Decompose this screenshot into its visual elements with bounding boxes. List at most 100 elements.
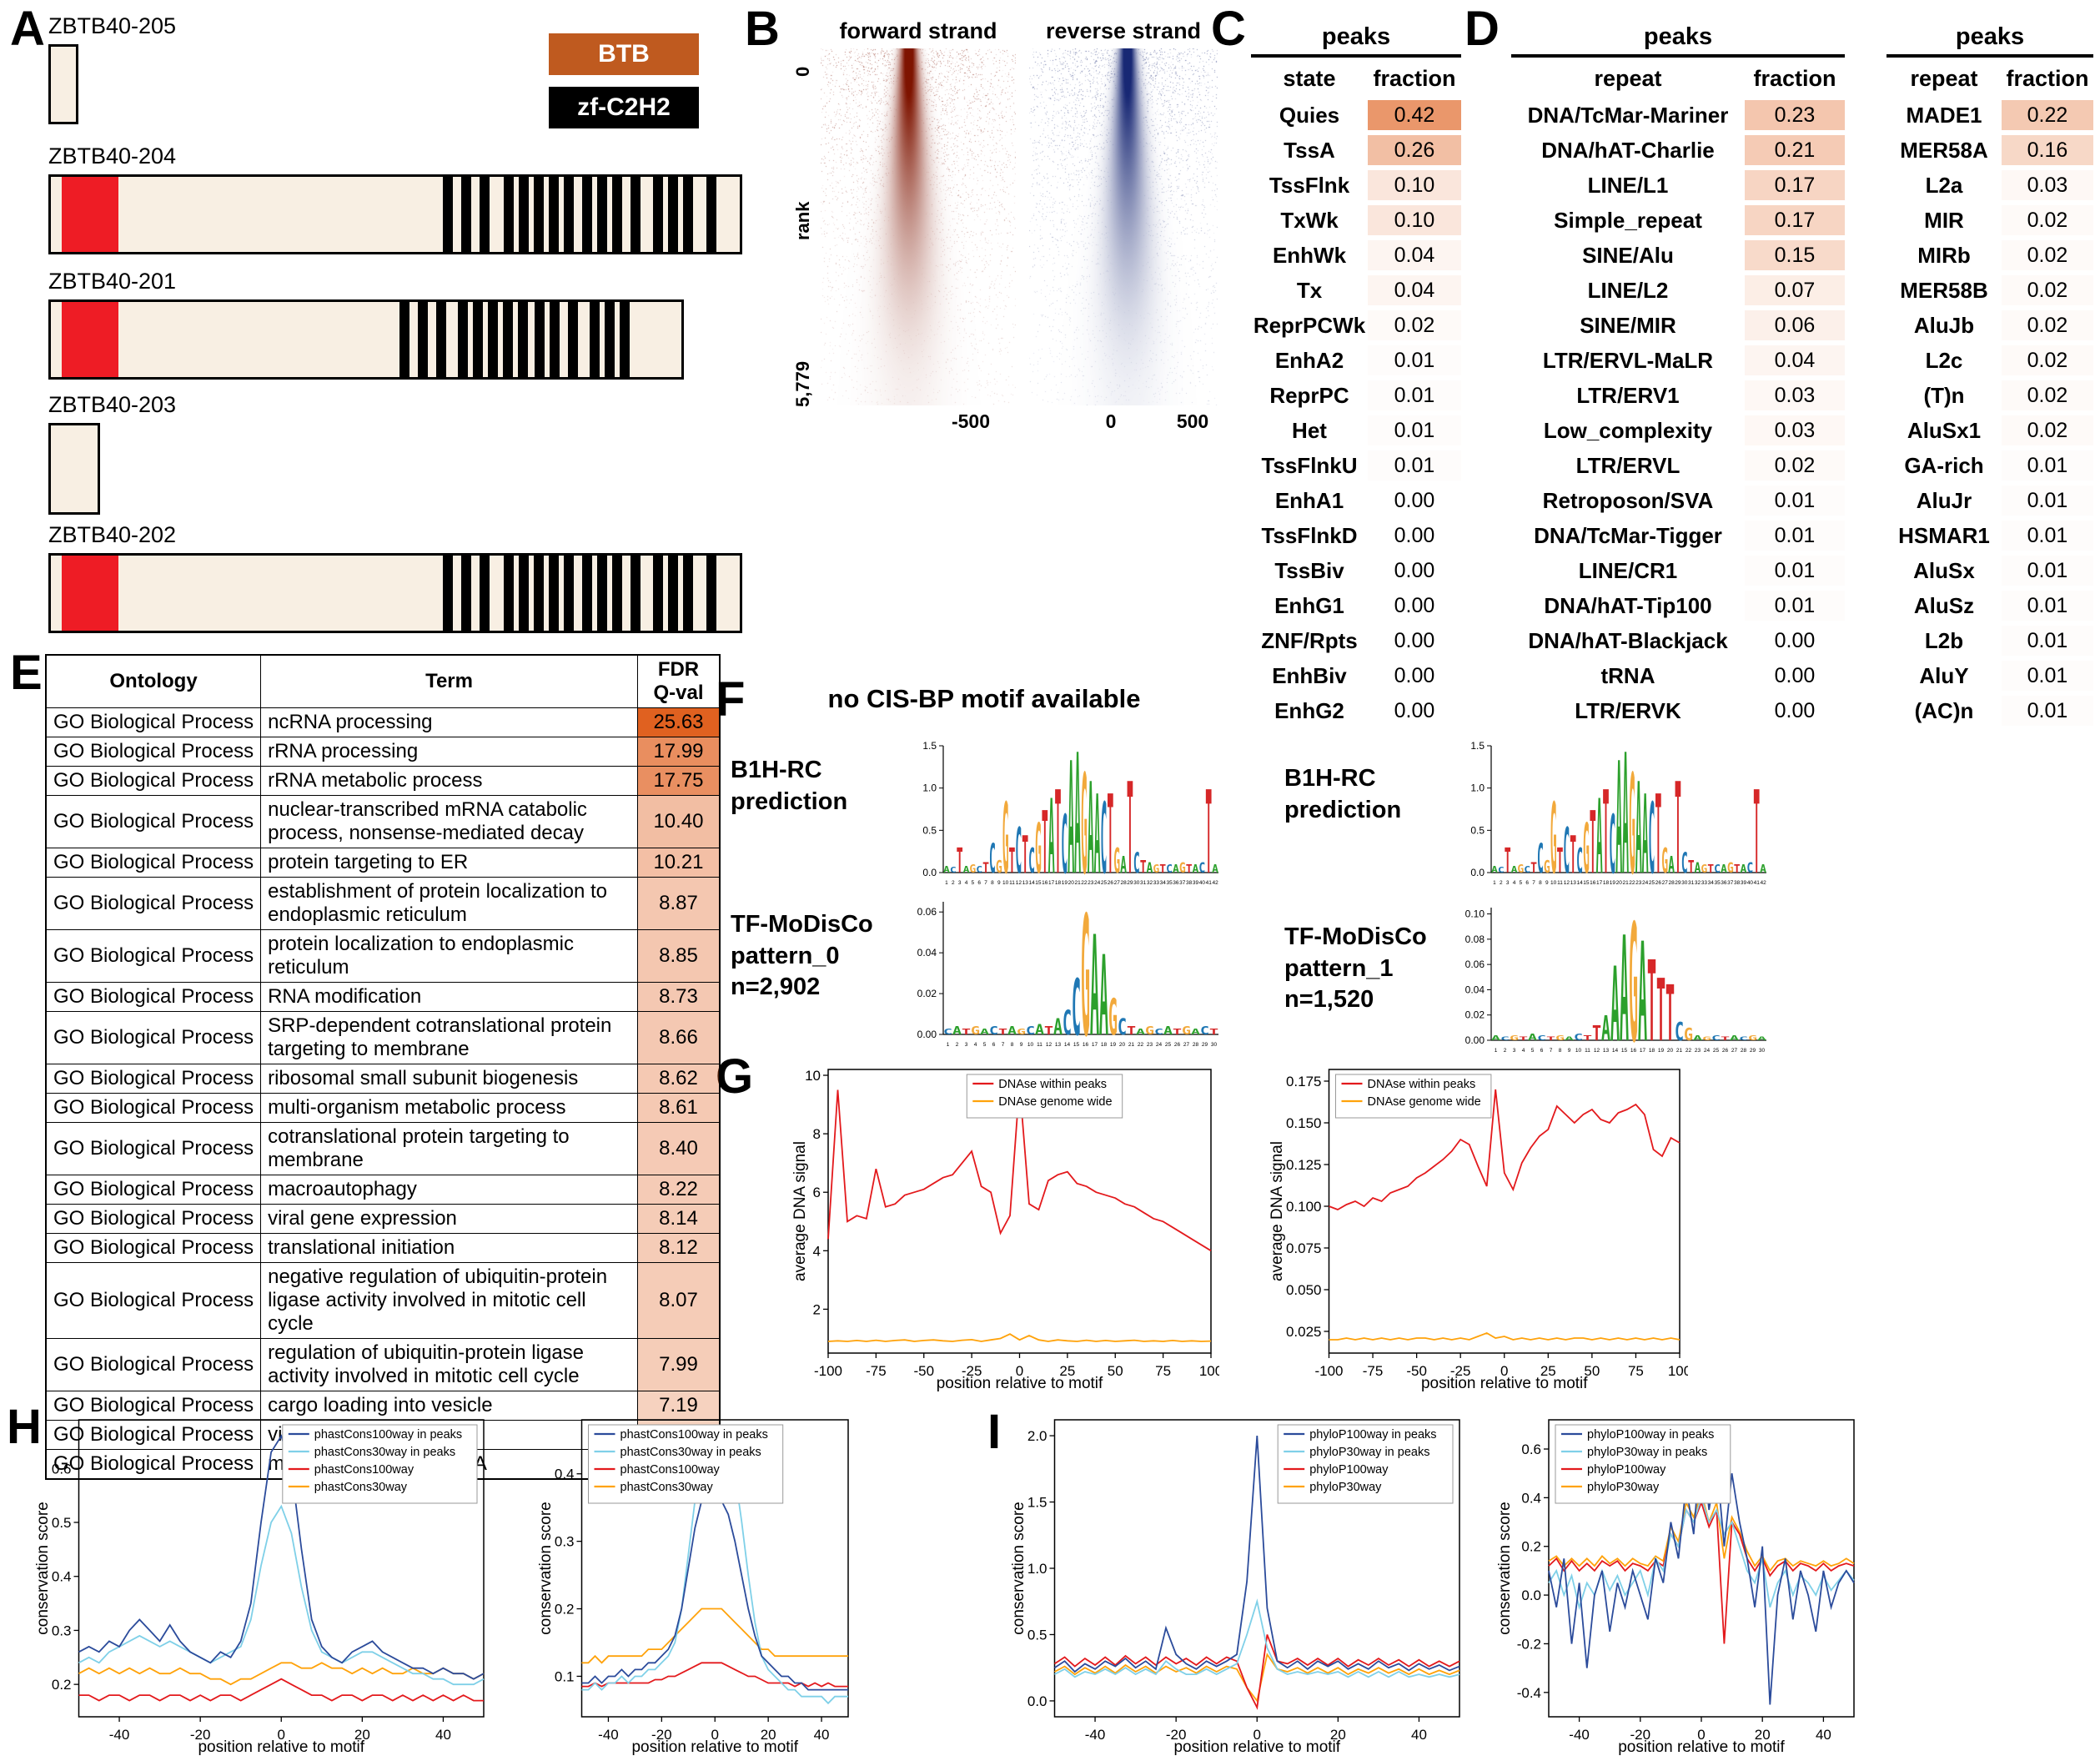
logo-letter: C bbox=[1675, 1017, 1684, 1046]
logo-letter: A bbox=[1120, 853, 1127, 879]
logo-letter: G bbox=[1684, 1024, 1693, 1044]
x-tick-label: 10 bbox=[1027, 1042, 1034, 1048]
series-line bbox=[78, 1504, 485, 1686]
table-row: GO Biological Process nuclear-transcribed… bbox=[45, 795, 721, 848]
x-tick-label: -40 bbox=[1085, 1727, 1106, 1743]
logo-letter: T bbox=[1583, 1034, 1592, 1042]
x-tick-label: 3 bbox=[1513, 1048, 1516, 1054]
y-axis-label: conservation score bbox=[538, 1502, 555, 1634]
logo-letter: A bbox=[1491, 864, 1499, 875]
zf-c2h2-domain-legend: zf-C2H2 bbox=[549, 87, 699, 128]
ontology-cell: GO Biological Process bbox=[45, 1449, 262, 1480]
x-tick-label: 75 bbox=[1155, 1363, 1171, 1379]
legend-label: phastCons30way in peaks bbox=[620, 1446, 761, 1459]
x-tick-label: 26 bbox=[1174, 1042, 1181, 1048]
peaks-title: peaks bbox=[1511, 23, 1845, 58]
x-tick-label: 40 bbox=[1747, 880, 1754, 886]
row-label: LTR/ERVK bbox=[1575, 697, 1681, 723]
logo-letter: T bbox=[962, 1027, 971, 1036]
phastcons-chart-right: 0.1 0.2 0.3 0.4 -40 -20 0 20 40 position relative… bbox=[537, 1411, 857, 1757]
modisco-pattern0-label: TF-MoDisCo pattern_0 n=2,902 bbox=[731, 909, 873, 1004]
term-cell: cotranslational protein targeting to mem… bbox=[260, 1122, 638, 1175]
logo-letter: A bbox=[1693, 1034, 1703, 1042]
logo-letter: G bbox=[1555, 1034, 1565, 1042]
y-tick-label: 2 bbox=[813, 1301, 821, 1317]
logo-letter: T bbox=[1546, 1036, 1555, 1042]
logo-letter: T bbox=[1505, 843, 1511, 882]
row-value: 0.01 bbox=[2027, 699, 2068, 722]
zf-c2h2-domain bbox=[612, 556, 622, 631]
logo-letter: A bbox=[1035, 1023, 1045, 1039]
x-tick-label: 14 bbox=[1028, 880, 1035, 886]
row-label: LTR/ERVL-MaLR bbox=[1542, 347, 1714, 373]
table-row: EnhA1 0.00 bbox=[1251, 483, 1461, 518]
y-tick-label: 0.2 bbox=[555, 1602, 575, 1618]
logo-letter: T bbox=[1647, 938, 1656, 1057]
table-row: TssBiv 0.00 bbox=[1251, 553, 1461, 588]
table-row: TssFlnkU 0.01 bbox=[1251, 448, 1461, 483]
ontology-cell: GO Biological Process bbox=[45, 1338, 262, 1391]
table-row: SINE/MIR 0.06 bbox=[1511, 308, 1845, 343]
x-tick-label: 37 bbox=[1179, 880, 1186, 886]
row-value: 0.01 bbox=[2027, 559, 2068, 582]
x-tick-label: 26 bbox=[1108, 880, 1114, 886]
x-tick-label: 25 bbox=[1059, 1363, 1075, 1379]
x-tick-label: 12 bbox=[1046, 1042, 1053, 1048]
x-tick-label: 11 bbox=[1009, 880, 1015, 886]
logo-letter: C bbox=[976, 864, 982, 875]
table-row: LTR/ERV1 0.03 bbox=[1511, 378, 1845, 413]
x-tick-label: 29 bbox=[1675, 880, 1681, 886]
zf-c2h2-domain bbox=[605, 302, 615, 377]
x-tick-label: 26 bbox=[1655, 880, 1662, 886]
term-cell: multi-organism metabolic process bbox=[260, 1093, 638, 1123]
logo-letter: T bbox=[1519, 1036, 1528, 1042]
x-tick-label: 40 bbox=[1199, 880, 1206, 886]
x-tick-label: 19 bbox=[1062, 880, 1068, 886]
logo-letter: G bbox=[1517, 863, 1524, 876]
row-value: 0.01 bbox=[1394, 419, 1435, 442]
fdr-qval-cell: 8.62 bbox=[636, 1064, 721, 1094]
logo-letter: A bbox=[1635, 757, 1642, 889]
logo-letter: A bbox=[1094, 772, 1101, 889]
logo-letter: A bbox=[1620, 907, 1629, 1057]
y-tick-label: 0.10 bbox=[1465, 908, 1485, 920]
row-value: 0.00 bbox=[1394, 664, 1435, 687]
row-label: Simple_repeat bbox=[1554, 207, 1702, 233]
row-label: tRNA bbox=[1600, 662, 1655, 688]
logo-letter: A bbox=[1760, 863, 1766, 876]
y-axis-label: conservation score bbox=[1497, 1502, 1514, 1634]
x-tick-label: 4 bbox=[965, 880, 968, 886]
x-tick-label: 14 bbox=[1064, 1042, 1071, 1048]
y-tick-label: 0.4 bbox=[555, 1467, 575, 1482]
logo-letter: G bbox=[1550, 782, 1557, 889]
logo-letter: A bbox=[1528, 1033, 1537, 1043]
row-value: 0.02 bbox=[2002, 205, 2093, 235]
logo-letter: A bbox=[1147, 860, 1153, 877]
x-tick-label: 16 bbox=[1042, 880, 1048, 886]
x-tick-label: 19 bbox=[1110, 1042, 1117, 1048]
column-header: FDR Q-val bbox=[636, 654, 721, 708]
x-tick-label: 2 bbox=[1500, 880, 1503, 886]
logo-letter: C bbox=[1574, 1033, 1583, 1043]
logo-letter: C bbox=[950, 865, 957, 875]
x-tick-label: 34 bbox=[1160, 880, 1167, 886]
x-tick-label: 21 bbox=[1676, 1048, 1683, 1054]
forward-strand-heatmap bbox=[821, 48, 1016, 405]
column-header: repeat bbox=[1910, 65, 1978, 91]
logo-letter: C bbox=[1200, 1024, 1209, 1038]
logo-letter: C bbox=[1133, 848, 1140, 881]
table-row: GO Biological Process regulation of ubiqu… bbox=[45, 1338, 721, 1391]
series-line bbox=[78, 1434, 485, 1680]
logo-letter: A bbox=[1601, 1010, 1610, 1049]
table-row: GO Biological Process ncRNA processing 25.… bbox=[45, 707, 721, 737]
table-row: EnhBiv 0.00 bbox=[1251, 658, 1461, 693]
btb-domain bbox=[62, 302, 118, 377]
row-value: 0.01 bbox=[2027, 594, 2068, 617]
logo-letter: A bbox=[1565, 1036, 1574, 1042]
ontology-cell: GO Biological Process bbox=[45, 766, 262, 796]
repeat-element-peaks-table: peaks repeat fraction MADE1 0.22 MER58A 0.16 L2… bbox=[1886, 23, 2093, 728]
row-label: LINE/L1 bbox=[1587, 172, 1669, 198]
table-row: EnhA2 0.01 bbox=[1251, 343, 1461, 378]
logo-letter: A bbox=[1074, 741, 1081, 889]
x-tick-label: 7 bbox=[1550, 1048, 1553, 1054]
